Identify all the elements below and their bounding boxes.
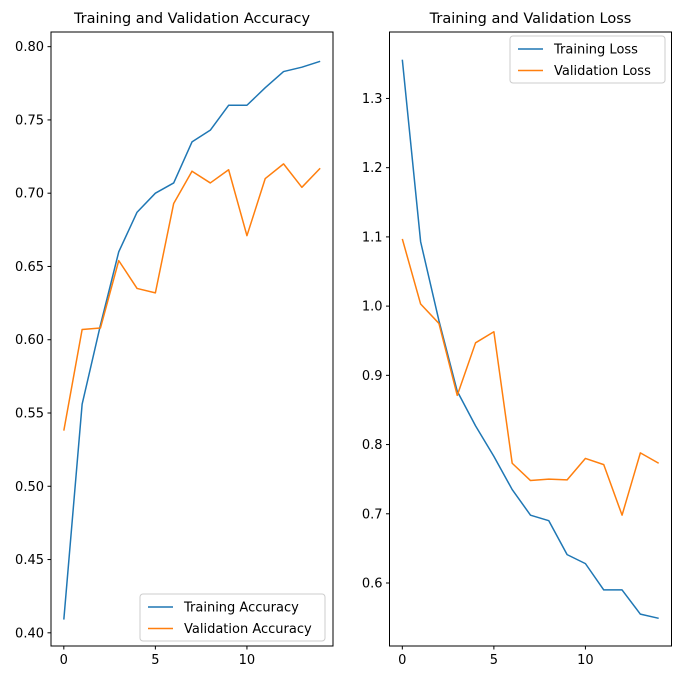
y-tick-label: 1.2 [362, 161, 383, 176]
y-tick-label: 0.40 [15, 626, 44, 641]
series-line-training-accuracy [63, 60, 321, 620]
y-tick-label: 0.8 [362, 438, 383, 453]
x-tick-label: 5 [490, 653, 498, 668]
legend-label-training-accuracy: Training Accuracy [183, 601, 299, 616]
legend-box [139, 593, 326, 642]
x-tick-label: 0 [60, 653, 68, 668]
legend-box [509, 35, 666, 84]
loss-plot: 0.6 0.7 0.8 0.9 1.0 1.1 1.2 1.3 0 5 10 Training Los… [362, 31, 672, 668]
legend-label-validation-loss: Validation Loss [554, 64, 651, 79]
accuracy-chart-title: Training and Validation Accuracy [73, 11, 311, 27]
axes-frame [389, 31, 672, 647]
y-tick-label: 0.7 [362, 507, 383, 522]
legend-label-training-loss: Training Loss [553, 43, 638, 58]
y-tick-label: 0.60 [15, 333, 44, 348]
y-tick-label: 0.70 [15, 187, 44, 202]
y-tick-label: 0.50 [15, 480, 44, 495]
loss-chart-title: Training and Validation Loss [429, 11, 632, 27]
y-tick-label: 0.55 [15, 407, 44, 422]
x-tick-label: 0 [398, 653, 406, 668]
y-tick-label: 0.45 [15, 553, 44, 568]
series-line-validation-loss [401, 238, 660, 516]
series-line-validation-accuracy [63, 163, 321, 431]
series-line-training-loss [401, 59, 659, 620]
y-tick-label: 0.9 [362, 369, 383, 384]
y-tick-label: 1.0 [362, 300, 383, 315]
x-tick-label: 10 [239, 653, 256, 668]
x-tick-label: 10 [577, 653, 594, 668]
accuracy-plot: 0.40 0.45 0.50 0.55 0.60 0.65 0.70 0.75 0.80 0 5 10… [15, 31, 334, 668]
y-tick-label: 0.80 [15, 40, 44, 55]
y-tick-label: 1.1 [362, 230, 383, 245]
legend-label-validation-accuracy: Validation Accuracy [184, 622, 312, 637]
y-tick-label: 0.75 [15, 113, 44, 128]
y-tick-label: 1.3 [362, 92, 383, 107]
y-tick-label: 0.65 [15, 260, 44, 275]
x-tick-label: 5 [151, 653, 159, 668]
y-tick-label: 0.6 [362, 577, 383, 592]
axes-frame [50, 31, 334, 647]
